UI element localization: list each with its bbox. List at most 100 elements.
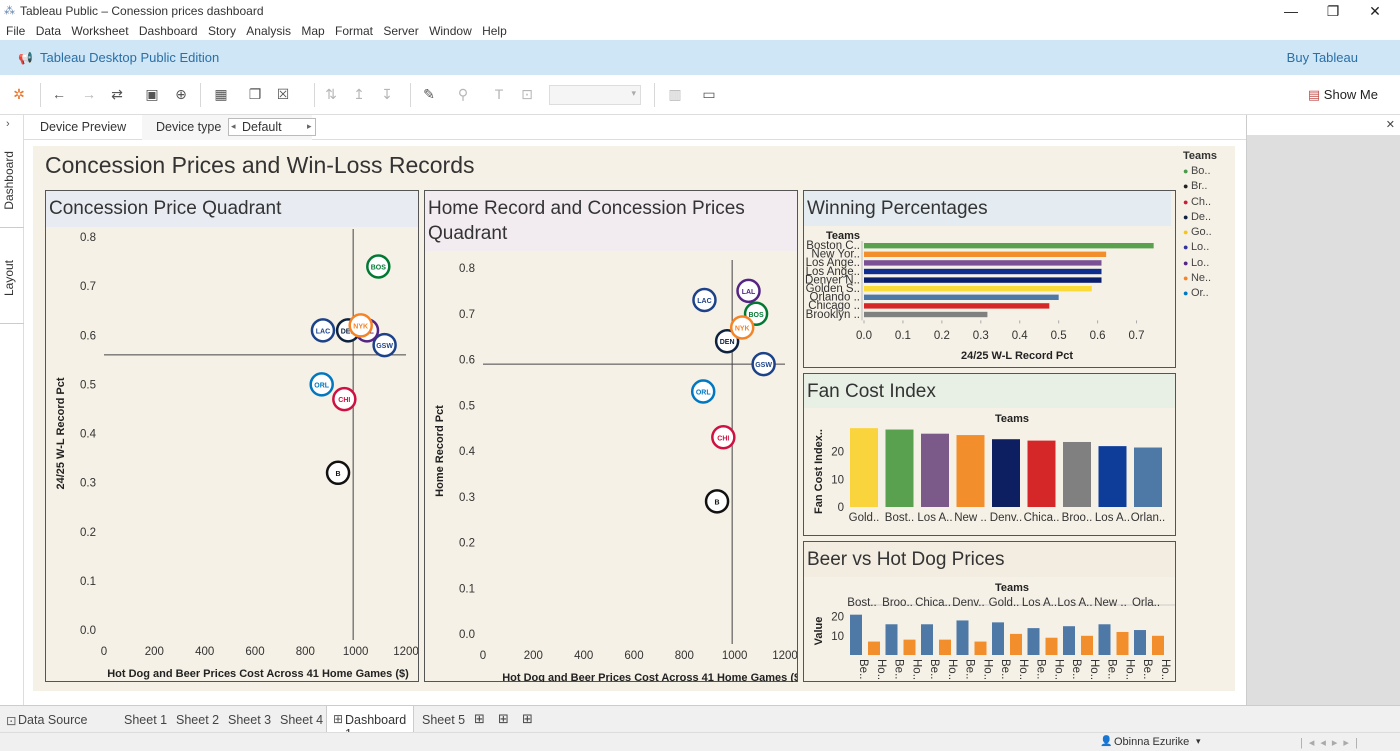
x-tick-label: 0.1 — [895, 330, 911, 342]
presentation-mode-icon[interactable]: ▭ — [702, 86, 716, 102]
duplicate-icon[interactable]: ❐ — [248, 86, 262, 102]
x-tick-label: 0.0 — [856, 330, 872, 342]
redo-icon[interactable]: → — [82, 86, 96, 102]
legend-item[interactable]: ● Lo.. — [1183, 240, 1243, 255]
menu-analysis[interactable]: Analysis — [246, 24, 291, 38]
y-tick-label: 0.4 — [459, 446, 476, 458]
maximize-button[interactable]: ❐ — [1326, 3, 1340, 19]
menu-help[interactable]: Help — [482, 24, 507, 38]
x-tick-label: 0.5 — [1051, 330, 1067, 342]
team-logo-point — [692, 287, 717, 313]
tab-data-source[interactable]: Data Source — [18, 713, 88, 727]
highlight-icon[interactable]: ✎ — [423, 86, 435, 102]
show-me-button[interactable]: ▤ Show Me — [1308, 87, 1378, 103]
menu-worksheet[interactable]: Worksheet — [71, 24, 129, 38]
new-data-source-icon[interactable]: ⊕ — [175, 86, 187, 102]
fix-axes-icon[interactable]: ⊡ — [521, 86, 533, 102]
new-dashboard-icon[interactable]: ⊞ — [498, 711, 509, 726]
edition-label: Tableau Desktop Public Edition — [40, 50, 220, 65]
bar — [1063, 626, 1075, 655]
minimize-button[interactable]: — — [1284, 3, 1298, 19]
sort-descending-icon[interactable]: ↧ — [381, 86, 393, 102]
user-name[interactable]: Obinna Ezurike — [1114, 736, 1190, 748]
show-cards-icon[interactable]: ▥ — [668, 86, 682, 102]
team-logo-point — [714, 328, 740, 354]
beer-hotdog-panel[interactable]: Beer vs Hot Dog Prices Teams 10 20 Value Bos… — [803, 541, 1176, 682]
clear-sheet-icon[interactable]: ☒ — [276, 86, 290, 102]
team-logo-text: NYK — [353, 323, 368, 330]
bar — [939, 639, 951, 655]
tab-sheet-5[interactable]: Sheet 5 — [422, 713, 466, 727]
fit-dropdown[interactable]: ▾ — [549, 85, 641, 105]
menu-story[interactable]: Story — [207, 24, 236, 38]
winning-percentages-panel[interactable]: Winning Percentages Teams Boston C.. New Y… — [803, 190, 1176, 368]
chevron-down-icon[interactable]: ▾ — [1196, 736, 1201, 746]
toolbar-separator — [200, 83, 201, 107]
menu-map[interactable]: Map — [301, 24, 325, 38]
fan-cost-index-panel[interactable]: Fan Cost Index Teams 0 10 20 Fan Cost Index.… — [803, 373, 1176, 536]
device-preview-button[interactable]: Device Preview — [40, 120, 127, 134]
buy-tableau-link[interactable]: Buy Tableau — [1286, 50, 1358, 65]
menu-format[interactable]: Format — [335, 24, 374, 38]
group-icon[interactable]: ⚲ — [457, 86, 469, 102]
window-title: Tableau Public – Conession prices dashbo… — [20, 4, 264, 18]
home-record-quadrant-panel[interactable]: Home Record and Concession Prices Quadra… — [424, 190, 798, 682]
tab-sheet-4[interactable]: Sheet 4 — [280, 713, 324, 727]
tab-dashboard-1[interactable]: ⊞ Dashboard 1 — [326, 706, 414, 741]
bar — [1063, 441, 1091, 507]
tab-sheet-3[interactable]: Sheet 3 — [228, 713, 272, 727]
team-logo-point — [690, 379, 716, 404]
legend-item[interactable]: ● Go.. — [1183, 225, 1243, 240]
beer-hotdog-chart: Teams 10 20 Value Bost.. Be.. Ho.. Broo.. Be.. Ho… — [813, 582, 1175, 680]
menu-dashboard[interactable]: Dashboard — [138, 24, 198, 38]
bar — [1152, 635, 1164, 655]
concession-quadrant-panel[interactable]: Concession Price Quadrant 0.0 0.1 0.2 0.3 0.… — [45, 190, 419, 682]
x-tick-label: 0.7 — [1129, 330, 1145, 342]
swap-icon[interactable]: ⇄ — [111, 86, 123, 102]
tab-sheet-1[interactable]: Sheet 1 — [124, 713, 168, 727]
menu-data[interactable]: Data — [35, 24, 62, 38]
category-label: Gold.. — [849, 512, 880, 524]
bar — [1027, 628, 1040, 655]
y-tick-label: 20 — [831, 447, 844, 459]
y-tick-label: 0.3 — [459, 492, 475, 504]
tableau-logo-icon[interactable]: ✲ — [13, 86, 25, 102]
label-icon[interactable]: T — [494, 86, 504, 102]
device-type-select[interactable]: ◂ Default ▸ — [228, 118, 316, 136]
legend-item[interactable]: ● Ne.. — [1183, 271, 1243, 286]
sheet-navigation-icons[interactable]: |◂◂▸▸| — [1300, 737, 1364, 749]
tab-layout[interactable]: Layout — [2, 260, 16, 297]
sort-ascending-icon[interactable]: ↥ — [353, 86, 365, 102]
team-logo-text: LAC — [697, 298, 711, 305]
new-worksheet-icon[interactable]: ▦ — [214, 86, 228, 102]
close-button[interactable]: ✕ — [1369, 3, 1381, 19]
bar — [864, 277, 1102, 283]
legend-item[interactable]: ● Br.. — [1183, 179, 1243, 194]
new-story-icon[interactable]: ⊞ — [522, 711, 533, 726]
bar — [850, 428, 878, 507]
bar — [864, 268, 1102, 275]
chevron-right-icon[interactable]: › — [6, 118, 10, 130]
legend-item[interactable]: ● Ch.. — [1183, 195, 1243, 210]
undo-icon[interactable]: ← — [52, 86, 66, 102]
legend-item[interactable]: ● Lo.. — [1183, 256, 1243, 271]
device-type-label: Device type — [156, 120, 222, 134]
save-icon[interactable]: ▣ — [145, 86, 159, 102]
legend-label: Or.. — [1190, 287, 1209, 300]
data-source-icon[interactable]: ⊡ — [6, 714, 17, 728]
legend-item[interactable]: ● Or.. — [1183, 286, 1243, 301]
tab-sheet-2[interactable]: Sheet 2 — [176, 713, 220, 727]
device-preview-bar: Device Preview Device type ◂ Default ▸ — [24, 115, 1246, 140]
new-worksheet-icon[interactable]: ⊞ — [474, 711, 485, 726]
bar — [1045, 637, 1058, 655]
bar — [1134, 447, 1162, 507]
swap-rows-columns-icon[interactable]: ⇅ — [325, 86, 337, 102]
menu-file[interactable]: File — [6, 24, 26, 38]
menu-server[interactable]: Server — [383, 24, 419, 38]
legend-item[interactable]: ● Bo.. — [1183, 164, 1243, 179]
menu-window[interactable]: Window — [429, 24, 472, 38]
legend-label: Go.. — [1190, 226, 1212, 239]
legend-item[interactable]: ● De.. — [1183, 210, 1243, 225]
tab-dashboard[interactable]: Dashboard — [2, 151, 16, 210]
close-icon[interactable]: ✕ — [1385, 119, 1395, 131]
